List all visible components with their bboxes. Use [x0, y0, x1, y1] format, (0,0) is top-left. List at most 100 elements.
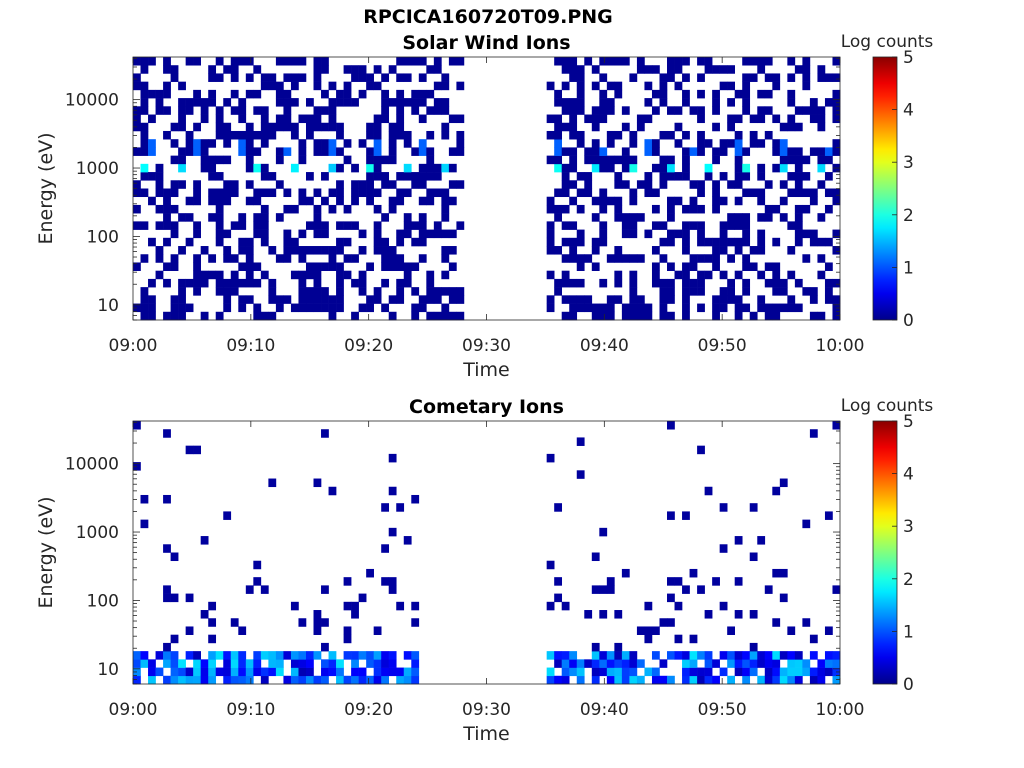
heatmap-cell [561, 57, 570, 66]
heatmap-cell [659, 675, 668, 685]
heatmap-cell [223, 180, 232, 189]
heatmap-cell [170, 593, 179, 603]
heatmap-cell [411, 98, 420, 107]
heatmap-cell [230, 675, 239, 685]
heatmap-cell [140, 519, 149, 529]
heatmap-cell [193, 122, 201, 132]
heatmap-cell [373, 122, 382, 132]
heatmap-cell [358, 675, 367, 685]
heatmap-cell [223, 511, 232, 520]
heatmap-cell [569, 659, 578, 668]
heatmap-cell [569, 155, 578, 165]
heatmap-cell [667, 287, 675, 296]
heatmap-cell [185, 675, 194, 685]
heatmap-cell [245, 675, 254, 685]
heatmap-cell [614, 254, 623, 263]
heatmap-cell [832, 196, 841, 206]
heatmap-cell [667, 106, 675, 115]
heatmap-cell [411, 147, 420, 156]
heatmap-cell [298, 229, 307, 239]
heatmap-cell [388, 196, 397, 206]
heatmap-cell [163, 593, 171, 603]
heatmap-cell [223, 98, 232, 107]
heatmap-cell [734, 536, 743, 545]
heatmap-cell [569, 667, 578, 677]
heatmap-cell [208, 213, 217, 222]
heatmap-cell [313, 213, 322, 222]
heatmap-cell [599, 57, 608, 66]
heatmap-cell [313, 278, 322, 288]
heatmap-cell [667, 204, 675, 214]
heatmap-cell [433, 163, 442, 173]
heatmap-cell [561, 180, 570, 189]
heatmap-cell [599, 196, 608, 206]
colorbar-tick-label: 1 [903, 258, 914, 278]
heatmap-cell [260, 106, 269, 115]
heatmap-cell [734, 172, 743, 181]
heatmap-cell [275, 114, 284, 124]
heatmap-cell [208, 73, 217, 82]
heatmap-cell [298, 659, 307, 668]
heatmap-cell [584, 610, 593, 619]
heatmap-cell [682, 73, 690, 82]
heatmap-cell [682, 246, 690, 255]
heatmap-cell [298, 675, 307, 685]
heatmap-cell [749, 503, 758, 512]
heatmap-cell [667, 651, 675, 660]
heatmap-cell [772, 659, 781, 668]
heatmap-cell [358, 65, 367, 74]
heatmap-cell [727, 221, 735, 230]
heatmap-cell [727, 651, 735, 660]
heatmap-cell [290, 675, 299, 685]
heatmap-cell [599, 98, 608, 107]
heatmap-cell [313, 618, 322, 627]
heatmap-cell [584, 155, 593, 165]
heatmap-cell [193, 262, 201, 271]
heatmap-cell [606, 651, 615, 660]
heatmap-cell [193, 180, 201, 189]
heatmap-cell [298, 618, 307, 627]
heatmap-cell [682, 221, 690, 230]
heatmap-cell [388, 98, 397, 107]
heatmap-cell [426, 106, 435, 115]
heatmap-cell [223, 254, 232, 263]
heatmap-cell [787, 295, 796, 304]
heatmap-cell [245, 585, 254, 594]
heatmap-cell [674, 651, 683, 660]
heatmap-cell [396, 503, 405, 512]
heatmap-cell [764, 659, 773, 668]
heatmap-cell [185, 130, 194, 140]
heatmap-cell [366, 568, 374, 578]
heatmap-cell [794, 278, 803, 288]
heatmap-cell [193, 675, 201, 685]
heatmap-cell [185, 57, 194, 66]
heatmap-cell [433, 57, 442, 66]
heatmap-cell [802, 106, 811, 115]
heatmap-cell [697, 180, 705, 189]
heatmap-cell [599, 585, 608, 594]
heatmap-cell [659, 130, 668, 140]
heatmap-cell [230, 659, 239, 668]
heatmap-cell [321, 618, 329, 627]
heatmap-cell [313, 139, 322, 148]
heatmap-cell [411, 262, 420, 271]
heatmap-cell [727, 81, 735, 91]
heatmap-cell [742, 675, 751, 685]
heatmap-cell [411, 237, 420, 247]
heatmap-cell [621, 155, 630, 165]
heatmap-cell [606, 106, 615, 115]
heatmap-cell [336, 667, 344, 677]
heatmap-cell [238, 303, 247, 313]
heatmap-cell [561, 651, 570, 660]
heatmap-cell [606, 196, 615, 206]
heatmap-cell [351, 65, 359, 74]
heatmap-cell [561, 311, 570, 321]
heatmap-cell [554, 130, 563, 140]
heatmap-cell [576, 254, 585, 263]
heatmap-cell [170, 634, 179, 644]
heatmap-cell [200, 163, 209, 173]
heatmap-cell [599, 163, 608, 173]
heatmap-cell [193, 221, 201, 230]
heatmap-cell [697, 204, 705, 214]
heatmap-cell [283, 114, 292, 124]
